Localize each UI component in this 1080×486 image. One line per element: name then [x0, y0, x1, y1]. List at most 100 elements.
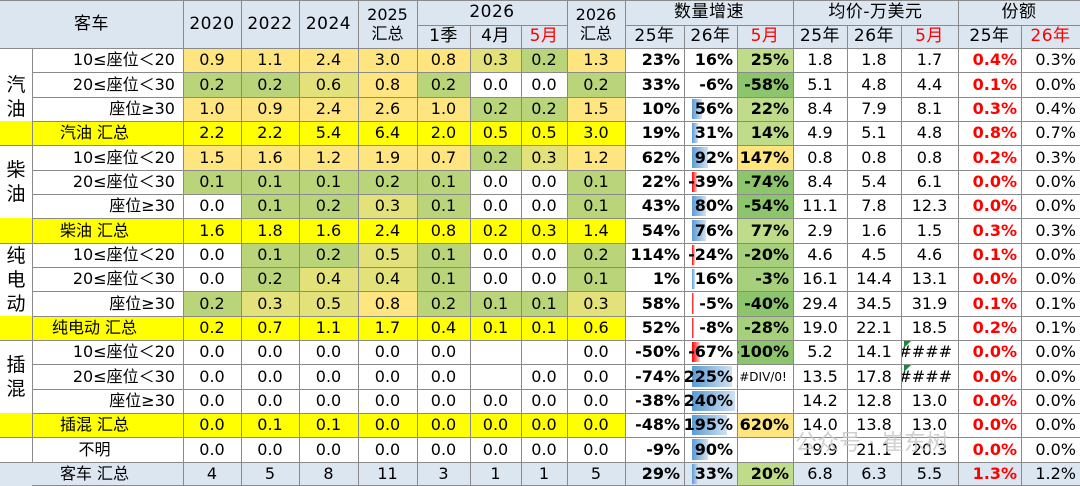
- value-cell: 0.0: [315, 366, 342, 386]
- share-25-cell: 0.3%: [972, 220, 1017, 240]
- group-label-1: 柴油: [0, 145, 32, 218]
- value-cell: 1.2: [567, 145, 625, 170]
- growth-may-cell: -20%: [737, 243, 793, 267]
- share-header: 份额: [958, 0, 1080, 25]
- error-indicator-icon: [904, 341, 911, 348]
- value-cell: 2.2: [241, 121, 299, 145]
- price-cell: 5.1: [807, 74, 833, 94]
- grid-line: [470, 25, 471, 486]
- seat-label: 10≤座位＜20: [72, 245, 175, 264]
- grid-line: [0, 340, 32, 341]
- growth-26-bar: [692, 464, 698, 484]
- share-25-cell: 0.0%: [972, 391, 1017, 410]
- price-cell: 8.4: [807, 172, 833, 191]
- grid-line: [0, 48, 1080, 49]
- value-cell: 0.7: [417, 145, 470, 170]
- value-cell: 0.2: [183, 291, 241, 316]
- price-cell: 8.1: [916, 99, 943, 118]
- price-cell: 7.9: [861, 99, 887, 118]
- price-cell: 14.4: [856, 269, 892, 288]
- value-cell: 0.0: [531, 172, 557, 191]
- value-cell: 2.0: [417, 121, 470, 145]
- growth-may-cell: 147%: [737, 145, 793, 170]
- price-cell: 0.8: [916, 147, 943, 167]
- value-cell: 0.1: [567, 170, 625, 194]
- growth-26-bar: [692, 342, 701, 362]
- value-cell: 1.5: [183, 145, 241, 170]
- value-cell: 0.1: [417, 170, 470, 194]
- grid-line: [737, 25, 738, 486]
- price-cell: 14.1: [856, 342, 892, 361]
- year-header-2024: 2024: [299, 0, 358, 48]
- growth-26-cell: 90%: [684, 437, 737, 462]
- group-char: 柴: [6, 158, 26, 181]
- value-cell: 0.0: [374, 439, 401, 459]
- price-cell: 5.1: [861, 123, 887, 142]
- value-cell: 1.1: [299, 316, 358, 340]
- group-total-label: 柴油 汇总: [0, 218, 183, 243]
- growth-26-value: 16%: [694, 50, 733, 69]
- share-25-cell: 1.3%: [958, 462, 1021, 486]
- growth-may-cell: -28%: [737, 316, 793, 340]
- growth-25-cell: 43%: [641, 196, 680, 215]
- value-cell: 0.0: [199, 366, 225, 386]
- value-cell: 0.0: [199, 391, 225, 410]
- value-cell: 2.4: [299, 48, 358, 72]
- share-25-cell: 0.2%: [972, 318, 1017, 337]
- value-cell: 0.1: [299, 413, 358, 437]
- group-char: 油: [6, 182, 26, 205]
- growth-26-cell: 56%: [684, 97, 737, 121]
- growth-26-bar: [692, 196, 707, 216]
- value-cell: 0.0: [374, 366, 401, 386]
- price-cell: 16.1: [802, 269, 838, 288]
- grid-line: [32, 364, 1080, 365]
- value-cell: 1.2: [299, 145, 358, 170]
- value-cell: 1.6: [299, 218, 358, 243]
- growth-25-cell: -48%: [635, 415, 680, 434]
- growth-may-cell: 20%: [737, 462, 793, 486]
- value-cell: 0.9: [241, 97, 299, 121]
- growth-25-cell: -9%: [646, 439, 680, 459]
- growth-26-cell: 80%: [684, 194, 737, 218]
- growth-26-bar: [692, 366, 733, 387]
- growth-26-value: -67%: [688, 342, 733, 361]
- growth-25-cell: 22%: [641, 172, 680, 191]
- price-cell: 34.5: [856, 293, 892, 313]
- value-cell: 0.2: [183, 316, 241, 340]
- price-cell: 17.8: [856, 366, 892, 386]
- value-cell: 6.4: [358, 121, 417, 145]
- growth-26-cell: 31%: [684, 121, 737, 145]
- growth-26-bar: [692, 269, 695, 289]
- value-cell: [521, 340, 567, 364]
- value-cell: 0.0: [531, 245, 557, 264]
- price-cell: 19.0: [802, 318, 838, 337]
- value-cell: 0.0: [183, 413, 241, 437]
- grid-line: [32, 413, 1080, 414]
- value-cell: 1.8: [241, 218, 299, 243]
- seat-label: 座位≥30: [109, 391, 175, 410]
- value-cell: 0.0: [482, 74, 509, 94]
- value-cell: 3.0: [567, 121, 625, 145]
- value-cell: 0.2: [417, 72, 470, 97]
- seat-label: 10≤座位＜20: [72, 342, 175, 361]
- corner-header: 客车: [0, 0, 183, 48]
- growth-25-cell: 10%: [641, 99, 680, 118]
- growth-26-bar: [692, 245, 695, 265]
- grid-line: [32, 340, 1080, 341]
- value-cell: 0.0: [257, 342, 283, 361]
- price-cell: 2.9: [807, 220, 833, 240]
- group-char: 动: [6, 292, 26, 315]
- price-cell: 6.3: [847, 462, 901, 486]
- grid-line: [684, 25, 685, 486]
- value-cell: 0.1: [299, 170, 358, 194]
- grid-line: [625, 25, 1080, 26]
- growth-26-value: 33%: [694, 464, 733, 483]
- share-26-cell: 0.1%: [1035, 318, 1076, 337]
- value-cell: 1.0: [183, 97, 241, 121]
- value-cell: 0.2: [299, 194, 358, 218]
- growth-25-cell: 52%: [641, 318, 680, 337]
- seat-label: 座位≥30: [109, 196, 175, 215]
- seat-label: 10≤座位＜20: [72, 50, 175, 69]
- growth-may-cell: -58%: [737, 72, 793, 97]
